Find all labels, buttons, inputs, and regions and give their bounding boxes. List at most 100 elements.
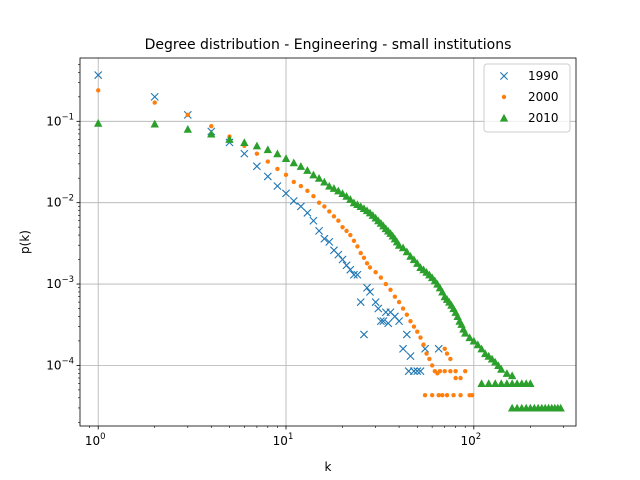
data-point-1990	[399, 344, 408, 353]
data-point-2010	[497, 364, 506, 373]
data-point-2000	[442, 346, 447, 351]
data-point-1990	[320, 234, 329, 243]
data-point-2000	[448, 356, 453, 362]
data-point-1990-stroke	[334, 250, 343, 259]
data-point-1990-stroke	[342, 261, 351, 270]
legend-label-1990: 1990	[528, 69, 559, 83]
legend-label-2010: 2010	[528, 111, 559, 125]
data-point-1990	[353, 270, 362, 279]
data-point-2010	[150, 119, 159, 128]
data-point-1990-stroke	[384, 319, 393, 328]
data-point-2010	[402, 247, 412, 256]
data-point-2000	[396, 299, 402, 305]
series-1990	[94, 71, 443, 376]
data-point-1990-stroke	[416, 367, 425, 376]
x-tick-label: 101	[273, 432, 294, 448]
data-point-1990-stroke	[309, 216, 318, 225]
data-point-1990-stroke	[402, 330, 411, 339]
data-point-2010	[263, 145, 273, 154]
data-point-2000	[331, 214, 337, 219]
data-point-2000	[451, 393, 456, 398]
y-tick-label: 10−3	[46, 275, 74, 291]
data-point-2000	[418, 335, 423, 340]
data-point-1990-stroke	[346, 265, 355, 274]
legend: 1990 2000 2010	[483, 63, 571, 133]
data-point-1990-stroke	[338, 255, 347, 264]
data-point-2010	[281, 154, 291, 162]
data-point-2000	[322, 204, 327, 209]
data-point-2000	[440, 393, 445, 398]
data-point-2010	[303, 166, 312, 174]
data-point-1990-stroke	[399, 344, 408, 353]
data-point-1990	[413, 367, 422, 376]
data-point-1990-stroke	[386, 308, 395, 317]
x-tick-label: 100	[85, 432, 106, 448]
data-point-1990	[384, 319, 393, 328]
data-point-1990-stroke	[150, 92, 159, 101]
y-tick-label: 10−4	[46, 356, 74, 372]
data-point-2010	[484, 379, 493, 388]
data-point-2000	[436, 393, 441, 398]
data-point-2000	[185, 112, 191, 118]
data-point-2000	[209, 124, 214, 129]
data-point-1990	[416, 367, 425, 376]
data-point-1990	[150, 92, 159, 101]
data-point-1990	[379, 317, 388, 326]
data-point-2010	[406, 251, 415, 260]
data-point-2010	[507, 371, 517, 380]
data-point-1990	[363, 283, 372, 292]
data-point-1990	[395, 317, 404, 326]
data-point-2000	[437, 368, 443, 374]
data-point-1990	[282, 189, 290, 198]
data-point-2010	[342, 192, 351, 200]
data-point-1990-stroke	[395, 317, 404, 326]
data-point-1990-stroke	[413, 367, 422, 376]
data-point-2010	[320, 177, 329, 186]
data-point-2010	[309, 170, 318, 179]
data-point-2000	[392, 294, 398, 299]
data-point-2000	[442, 368, 447, 374]
data-point-1990	[434, 344, 443, 353]
data-point-2000	[444, 351, 450, 356]
data-point-2000	[358, 250, 363, 256]
data-point-1990-stroke	[349, 270, 358, 279]
data-point-1990-stroke	[252, 162, 261, 171]
data-point-1990	[338, 255, 347, 264]
data-point-2010	[502, 379, 512, 388]
data-point-2000	[344, 228, 349, 234]
data-point-2010	[461, 328, 470, 337]
data-point-2010	[398, 243, 408, 252]
data-point-2000	[152, 100, 157, 105]
data-points	[94, 71, 565, 412]
data-point-2000	[411, 324, 417, 329]
legend-marker-2000	[501, 94, 507, 100]
data-point-2010	[296, 162, 306, 170]
legend-box	[483, 63, 571, 133]
data-point-1990-stroke	[273, 182, 282, 191]
data-point-2010	[413, 259, 422, 267]
data-point-1990-stroke	[379, 317, 388, 326]
data-point-2000	[427, 356, 432, 362]
data-point-1990	[376, 317, 385, 326]
data-point-1990-stroke	[376, 317, 385, 326]
data-point-1990	[309, 216, 318, 225]
data-point-1990	[406, 352, 415, 361]
data-point-1990-stroke	[374, 304, 383, 313]
data-point-2000	[340, 224, 345, 230]
legend-marker-1990	[500, 72, 508, 80]
data-point-2000	[373, 269, 378, 275]
axis-ticks: 100 101 102 10−4 10−3 10−2 10−1	[46, 64, 564, 448]
data-point-1990-stroke	[329, 246, 338, 255]
data-point-1990	[315, 226, 324, 235]
data-point-2010	[409, 255, 419, 264]
data-point-2000	[463, 368, 468, 374]
data-point-2010	[346, 195, 355, 203]
data-point-2000	[96, 88, 101, 93]
chart-title: Degree distribution - Engineering - smal…	[145, 37, 512, 53]
data-point-2000	[378, 275, 384, 280]
data-point-2010	[556, 403, 565, 412]
data-point-1990-stroke	[325, 237, 334, 246]
data-point-2000	[367, 265, 373, 270]
data-point-1990-stroke	[263, 172, 272, 181]
